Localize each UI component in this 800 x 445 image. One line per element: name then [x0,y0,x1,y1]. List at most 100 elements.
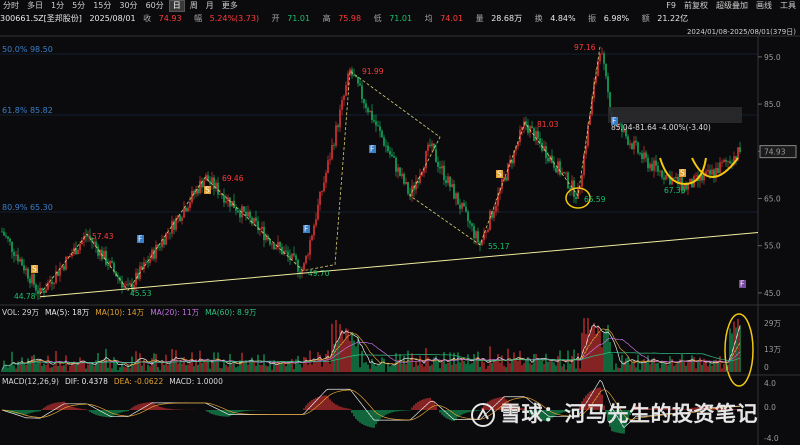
volume-tick-label: 29万 [764,319,782,328]
candle-body [651,163,653,171]
candle-body [729,161,731,164]
candle-body [123,284,125,288]
avg-field: 均 74.01 [424,14,464,23]
candle-body [499,188,501,194]
candle-body [543,146,545,151]
macd-legend-item: MACD: 1.0000 [169,377,223,386]
menu-item-4[interactable]: 工具 [780,1,796,10]
candle-body [511,159,513,164]
candle-body [575,196,577,199]
pivot-label: 49.70 [308,269,330,278]
candle-body [103,251,105,260]
candle-body [25,268,27,271]
candle-body [97,246,99,256]
candle-body [581,175,583,187]
candle-body [189,202,191,208]
candle-body [637,142,639,153]
candle-body [671,177,673,185]
period-tab-2[interactable]: 1分 [51,1,65,10]
candle-body [493,211,495,218]
candle-body [323,182,325,192]
period-tab-6[interactable]: 60分 [145,1,164,10]
menu-item-3[interactable]: 画线 [756,1,772,10]
candle-body [219,193,221,195]
period-tab-5[interactable]: 30分 [119,1,138,10]
candle-body [631,143,633,150]
candle-body [105,251,107,265]
period-tab-4[interactable]: 15分 [93,1,112,10]
candle-body [335,125,337,146]
candle-body [5,235,7,237]
candle-body [343,95,345,101]
candle-body [719,162,721,174]
candle-body [213,177,215,189]
menu-item-0[interactable]: F9 [666,1,676,10]
candle-body [247,211,249,217]
candle-body [299,271,301,274]
candle-body [625,129,627,137]
candle-body [711,169,713,175]
candle-body [365,103,367,108]
candle-body [353,75,355,77]
candle-body [643,152,645,160]
candle-body [381,130,383,138]
open-field: 开 71.01 [271,14,311,23]
candle-body [275,247,277,250]
period-tab-7[interactable]: 日 [168,0,185,12]
macd-legend: MACD(12,26,9) DIF: 0.4378 DEA: -0.0622 MACD… [2,377,229,386]
candle-body [455,193,457,199]
candle-body [239,212,241,218]
period-tab-10[interactable]: 更多 [221,1,238,10]
period-tab-3[interactable]: 5分 [72,1,86,10]
candle-body [467,211,469,222]
current-price-box [759,145,797,159]
grid-lines: 50.0% 98.50 61.8% 85.82 80.9% 65.30 [0,35,800,445]
candle-body [551,155,553,163]
candle-body [271,243,273,245]
candle-body [623,129,625,132]
candle-body [709,170,711,175]
candle-body [61,266,63,269]
candle-body [171,220,173,234]
vol-legend-item: MA(10): 14万 [95,308,145,317]
candle-body [215,182,217,189]
period-tab-1[interactable]: 多日 [27,1,43,10]
zigzag-lines [39,46,759,387]
candle-body [481,239,483,245]
volume-ma-line [1,324,741,371]
candle-body [531,126,533,129]
candle-body [419,175,421,184]
period-tab-8[interactable]: 周 [189,1,198,10]
candle-body [439,166,441,169]
candle-body [217,182,219,195]
candle-body [535,131,537,141]
volume-ma-line [1,328,741,371]
period-tab-0[interactable]: 分时 [3,1,19,10]
candle-body [185,207,187,212]
candle-body [65,256,67,270]
cup-curve [659,157,707,186]
candle-body [701,175,703,181]
candle-body [75,247,77,255]
pivot-label: 67.36 [664,186,686,195]
candle-body [619,123,621,125]
candle-body [627,136,629,145]
candle-body [329,159,331,161]
macd-line [1,389,741,421]
quote-date: 2025/08/01 [89,14,136,23]
candle-body [209,181,211,184]
candle-body [303,263,305,271]
candle-body [553,162,555,168]
candle-body [465,206,467,212]
menu-item-1[interactable]: 前复权 [684,1,708,10]
candle-body [731,163,733,165]
pivot-label: 81.03 [537,120,559,129]
menu-item-2[interactable]: 超级叠加 [716,1,748,10]
candle-body [243,206,245,212]
candle-body [475,231,477,239]
candle-body [383,137,385,146]
volume-pane: 29万 13万 0 [1,318,782,372]
candle-body [459,204,461,209]
period-tab-9[interactable]: 月 [205,1,214,10]
